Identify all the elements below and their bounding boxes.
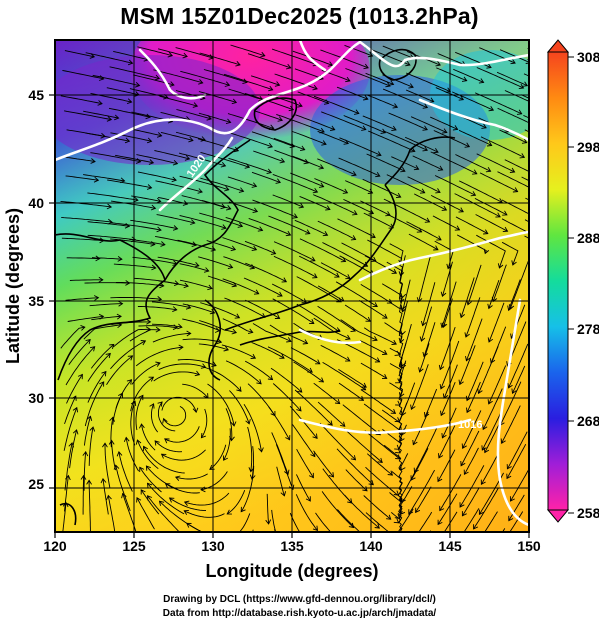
colorbar-tick-278: 278	[577, 321, 599, 337]
colorbar-tick-298: 298	[577, 139, 599, 155]
y-tick-25: 25	[28, 476, 44, 492]
x-axis-title: Longitude (degrees)	[205, 561, 378, 581]
colorbar-tick-258: 258	[577, 505, 599, 521]
x-tick-120: 120	[43, 538, 67, 554]
map-title: MSM 15Z01Dec2025 (1013.2hPa)	[120, 3, 479, 29]
colorbar-tick-288: 288	[577, 230, 599, 246]
x-tick-125: 125	[122, 538, 146, 554]
y-tick-35: 35	[28, 293, 44, 309]
graticule	[55, 40, 529, 532]
colorbar-tick-308: 308	[577, 49, 599, 65]
isobars	[55, 40, 529, 527]
x-tick-140: 140	[359, 538, 383, 554]
tick-marks	[49, 94, 530, 538]
contour-label-1016: 1016	[458, 419, 482, 431]
footer-credit-drawing: Drawing by DCL (https://www.gfd-dennou.o…	[163, 594, 436, 605]
x-tick-150: 150	[517, 538, 541, 554]
y-tick-30: 30	[28, 390, 44, 406]
colorbar-tick-268: 268	[577, 413, 599, 429]
x-tick-130: 130	[201, 538, 225, 554]
y-axis-title: Latitude (degrees)	[3, 208, 23, 364]
x-tick-145: 145	[438, 538, 462, 554]
footer-credit-data: Data from http://database.rish.kyoto-u.a…	[162, 608, 437, 619]
x-tick-135: 135	[280, 538, 304, 554]
y-tick-40: 40	[28, 195, 44, 211]
colorbar	[546, 39, 574, 523]
coastlines	[55, 48, 456, 526]
y-tick-45: 45	[28, 87, 44, 103]
